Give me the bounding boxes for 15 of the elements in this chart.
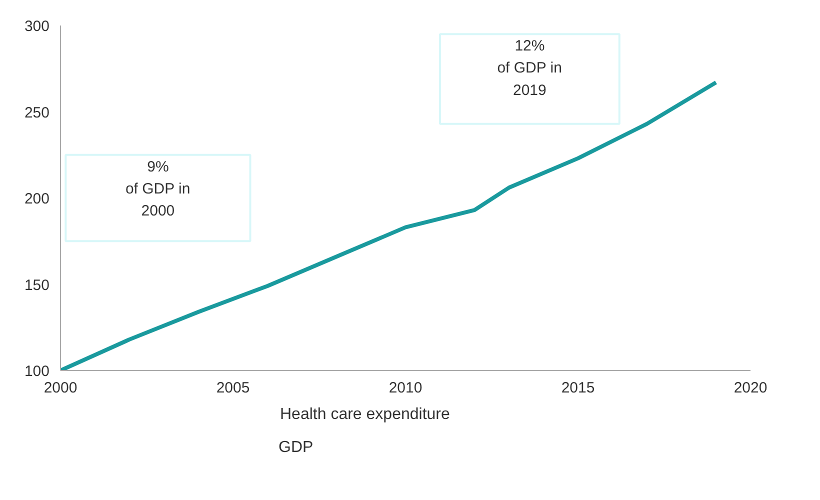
y-tick-label: 100: [24, 363, 50, 380]
y-tick-label: 300: [24, 18, 50, 35]
y-tick-label: 150: [24, 276, 50, 294]
line-series: [60, 80, 718, 370]
x-tick-label: 2020: [734, 380, 768, 396]
x-tick-label: 2015: [561, 380, 595, 396]
y-tick-label: 250: [24, 104, 50, 122]
annotation: 12% of GDP in 2019: [497, 38, 562, 99]
x-tick-label: 2010: [388, 380, 422, 396]
text: Health care expenditure: [280, 406, 450, 424]
x-tick-label: 2005: [216, 380, 250, 396]
x-tick-label: 2000: [44, 380, 78, 396]
y-tick-label: 200: [24, 190, 50, 208]
annotation: 9% of GDP in 2000: [125, 158, 190, 220]
text: GDP: [278, 439, 314, 456]
